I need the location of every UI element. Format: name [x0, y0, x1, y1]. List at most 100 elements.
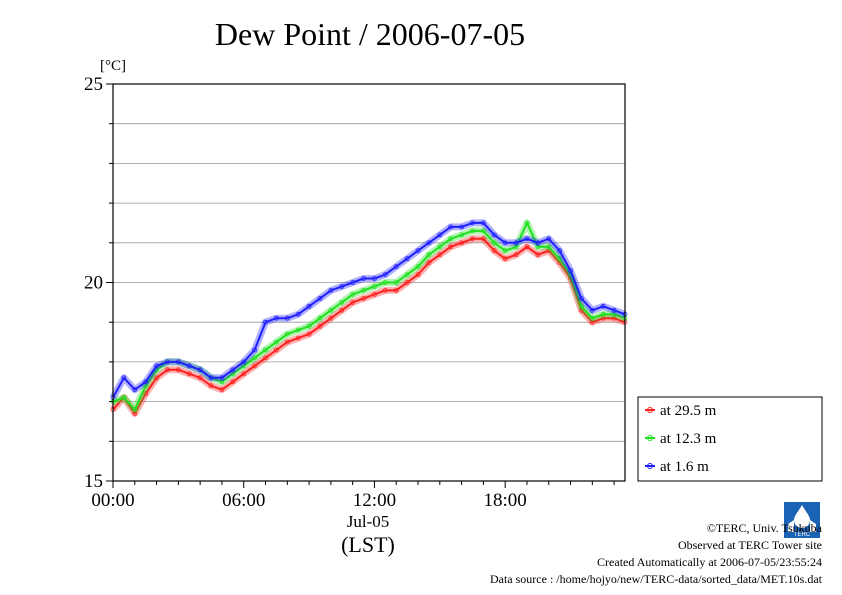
series-point — [579, 295, 584, 301]
x-tick-label: 18:00 — [484, 490, 527, 511]
series-point — [328, 307, 334, 313]
series-point — [219, 375, 225, 381]
series-point — [263, 355, 268, 361]
source-text: Data source : /home/hojyo/new/TERC-data/… — [489, 572, 822, 586]
series-point — [361, 295, 367, 301]
x-axis-label: (LST) — [341, 532, 395, 557]
series-point — [513, 240, 519, 246]
series-point — [404, 256, 410, 262]
series-point — [491, 232, 497, 238]
series-point — [165, 359, 170, 365]
series-point — [154, 375, 160, 381]
series-point — [470, 220, 475, 226]
series-point — [273, 315, 279, 321]
series-point — [426, 240, 432, 246]
y-axis-label: [°C] — [100, 58, 126, 74]
series-point — [273, 339, 279, 345]
series-point — [393, 287, 399, 293]
series-point — [371, 276, 377, 281]
series-point — [557, 256, 562, 262]
series-point — [197, 375, 203, 381]
series-point — [230, 379, 236, 385]
series-point — [284, 331, 290, 337]
logo-text: TERC — [794, 532, 811, 538]
series-point — [197, 367, 203, 373]
series-point — [208, 383, 214, 389]
series-point — [121, 375, 127, 381]
series-point — [524, 220, 530, 226]
series-point — [480, 228, 486, 234]
series-point — [459, 232, 465, 238]
series-point — [306, 323, 312, 329]
series-point — [121, 395, 127, 401]
series-point — [263, 319, 268, 325]
series-point — [382, 280, 388, 285]
series-point — [317, 315, 323, 321]
series-point — [361, 276, 367, 281]
legend-label: at 1.6 m — [660, 459, 709, 475]
series-point — [132, 387, 138, 393]
series-point — [350, 280, 356, 285]
series-point — [459, 240, 465, 246]
series-point — [263, 347, 268, 353]
series-point — [448, 224, 454, 230]
series-point — [491, 248, 497, 254]
series-point — [252, 355, 258, 361]
series-point — [382, 272, 388, 278]
series-point — [317, 295, 323, 301]
series-point — [589, 315, 595, 321]
series-point — [600, 311, 606, 317]
x-tick-label: 00:00 — [91, 490, 134, 511]
series-point — [295, 335, 301, 341]
series-point — [535, 252, 541, 258]
series-point — [175, 359, 181, 365]
series-point — [350, 299, 356, 305]
series-point — [273, 347, 279, 353]
series-point — [306, 303, 312, 309]
series-point — [241, 359, 247, 365]
series-point — [219, 387, 225, 393]
series-point — [404, 272, 410, 278]
series-point — [393, 264, 399, 270]
series-point — [230, 367, 236, 373]
series-point — [371, 291, 377, 297]
series-point — [437, 252, 443, 258]
series-point — [317, 323, 323, 329]
x-tick-label: 06:00 — [222, 490, 265, 511]
series-point — [524, 236, 530, 242]
legend-marker — [647, 407, 653, 413]
axes-layer: 15 20 25 00:00 06:00 12:00 18:00 — [84, 74, 626, 511]
legend-label: at 12.3 m — [660, 431, 717, 447]
series-point — [154, 363, 160, 369]
series-point — [546, 236, 552, 242]
series-band-0 — [110, 235, 627, 417]
series-point — [393, 280, 399, 285]
chart-title: Dew Point / 2006-07-05 — [215, 16, 525, 52]
series-point — [175, 367, 181, 373]
series-point — [491, 240, 497, 246]
series-point — [208, 375, 214, 381]
series-point — [252, 347, 258, 353]
series-point — [448, 236, 454, 242]
series-point — [437, 244, 443, 250]
series-point — [295, 327, 301, 333]
y-tick-label: 15 — [84, 471, 103, 492]
series-point — [502, 248, 508, 254]
series-point — [143, 391, 149, 397]
series-point — [361, 287, 367, 293]
series-point — [546, 244, 552, 250]
series-point — [459, 224, 465, 230]
series-line-0 — [112, 237, 626, 415]
series-point — [284, 315, 290, 321]
legend-marker — [647, 463, 653, 469]
observed-text: Observed at TERC Tower site — [677, 538, 822, 552]
series-point — [470, 236, 475, 242]
series-point — [600, 303, 606, 309]
series-point — [437, 232, 443, 238]
series-point — [186, 371, 192, 377]
series-point — [132, 407, 138, 412]
legend-box — [637, 396, 823, 482]
series-point — [513, 252, 519, 258]
series-point — [252, 363, 258, 369]
